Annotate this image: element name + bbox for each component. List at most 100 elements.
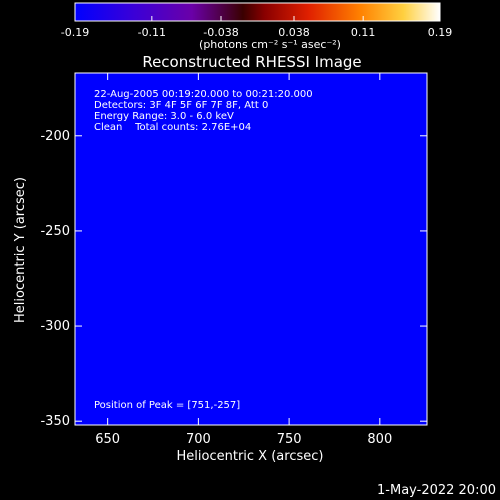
heatmap-cell — [300, 89, 307, 96]
heatmap-cell — [251, 386, 258, 393]
heatmap-cell — [350, 392, 357, 399]
heatmap-cell — [267, 100, 274, 107]
heatmap-cell — [317, 254, 324, 261]
heatmap-cell — [179, 370, 186, 377]
heatmap-cell — [300, 315, 307, 322]
heatmap-cell — [383, 326, 390, 333]
heatmap-cell — [262, 128, 269, 135]
heatmap-cell — [388, 375, 395, 382]
heatmap-cell — [130, 177, 137, 184]
heatmap-cell — [124, 89, 131, 96]
heatmap-cell — [91, 139, 98, 146]
heatmap-cell — [421, 287, 427, 294]
heatmap-cell — [240, 155, 247, 162]
heatmap-cell — [399, 106, 406, 113]
heatmap-cell — [240, 128, 247, 135]
heatmap-cell — [190, 381, 197, 388]
heatmap-cell — [223, 172, 230, 179]
heatmap-cell — [207, 84, 214, 91]
heatmap-cell — [146, 375, 153, 382]
heatmap-cell — [75, 73, 82, 80]
heatmap-cell — [141, 78, 148, 85]
heatmap-cell — [377, 106, 384, 113]
heatmap-cell — [108, 111, 115, 118]
heatmap-cell — [317, 381, 324, 388]
heatmap-cell — [212, 221, 219, 228]
heatmap-cell — [245, 166, 252, 173]
heatmap-cell — [306, 73, 313, 80]
heatmap-cell — [295, 117, 302, 124]
heatmap-cell — [108, 128, 115, 135]
heatmap-cell — [306, 293, 313, 300]
heatmap-cell — [267, 221, 274, 228]
heatmap-cell — [218, 331, 225, 338]
heatmap-cell — [212, 106, 219, 113]
heatmap-cell — [317, 106, 324, 113]
heatmap-cell — [185, 260, 192, 267]
heatmap-cell — [130, 73, 137, 80]
heatmap-cell — [300, 331, 307, 338]
heatmap-cell — [179, 386, 186, 393]
heatmap-cell — [229, 139, 236, 146]
heatmap-cell — [119, 304, 126, 311]
heatmap-cell — [284, 331, 291, 338]
heatmap-cell — [223, 188, 230, 195]
heatmap-cell — [311, 122, 318, 129]
heatmap-cell — [163, 342, 170, 349]
heatmap-cell — [300, 95, 307, 102]
heatmap-cell — [168, 370, 175, 377]
heatmap-cell — [163, 293, 170, 300]
heatmap-cell — [405, 265, 412, 272]
heatmap-cell — [80, 392, 87, 399]
heatmap-cell — [251, 232, 258, 239]
heatmap-cell — [141, 183, 148, 190]
heatmap-cell — [102, 403, 109, 410]
heatmap-cell — [141, 216, 148, 223]
heatmap-cell — [218, 315, 225, 322]
heatmap-cell — [234, 183, 241, 190]
heatmap-cell — [383, 408, 390, 415]
heatmap-cell — [223, 232, 230, 239]
heatmap-cell — [289, 386, 296, 393]
heatmap-cell — [218, 73, 225, 80]
heatmap-cell — [212, 111, 219, 118]
heatmap-cell — [416, 155, 423, 162]
heatmap-cell — [317, 298, 324, 305]
heatmap-cell — [212, 89, 219, 96]
heatmap-cell — [300, 172, 307, 179]
heatmap-cell — [91, 287, 98, 294]
heatmap-cell — [174, 309, 181, 316]
heatmap-cell — [223, 106, 230, 113]
heatmap-cell — [410, 315, 417, 322]
heatmap-cell — [383, 287, 390, 294]
heatmap-cell — [146, 397, 153, 404]
heatmap-cell — [383, 392, 390, 399]
heatmap-cell — [113, 260, 120, 267]
heatmap-cell — [75, 331, 82, 338]
heatmap-cell — [124, 309, 131, 316]
heatmap-cell — [405, 139, 412, 146]
heatmap-cell — [179, 117, 186, 124]
heatmap-cell — [366, 78, 373, 85]
heatmap-cell — [146, 144, 153, 151]
heatmap-cell — [124, 331, 131, 338]
heatmap-cell — [416, 73, 423, 80]
heatmap-cell — [229, 331, 236, 338]
colorbar-ticks — [74, 16, 441, 21]
heatmap-cell — [355, 375, 362, 382]
heatmap-cell — [168, 348, 175, 355]
heatmap-cell — [405, 221, 412, 228]
heatmap-cell — [119, 381, 126, 388]
heatmap-cell — [185, 106, 192, 113]
heatmap-cell — [410, 381, 417, 388]
heatmap-cell — [130, 271, 137, 278]
heatmap-cell — [284, 221, 291, 228]
heatmap-cell — [410, 392, 417, 399]
heatmap-cell — [185, 188, 192, 195]
heatmap-cell — [300, 260, 307, 267]
heatmap-cell — [333, 419, 340, 425]
heatmap-cell — [311, 95, 318, 102]
heatmap-cell — [350, 144, 357, 151]
heatmap-cell — [157, 139, 164, 146]
heatmap-cell — [229, 73, 236, 80]
